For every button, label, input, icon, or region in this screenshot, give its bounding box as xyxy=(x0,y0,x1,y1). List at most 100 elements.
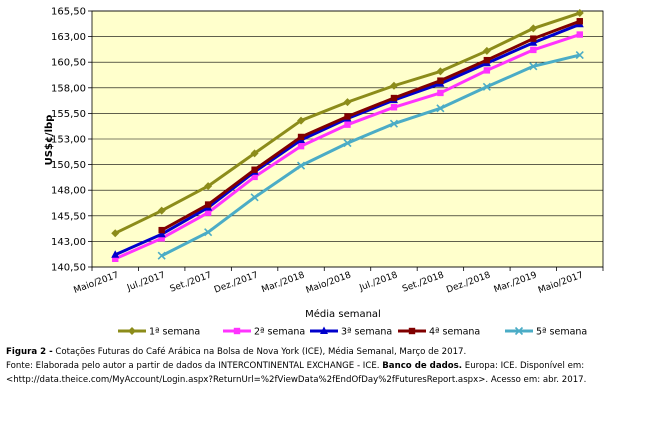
data-point xyxy=(112,255,119,263)
data-point xyxy=(389,81,398,90)
x-axis-label: Média semanal xyxy=(305,308,381,320)
data-point xyxy=(389,119,399,128)
figure-text: Cotações Futuras do Café Arábica na Bols… xyxy=(55,347,467,357)
legend-label: 2ª semana xyxy=(254,327,305,338)
series-layer xyxy=(111,9,584,263)
legend-item: 1ª semana xyxy=(118,327,200,338)
x-tick-label: Maio/2018 xyxy=(305,270,353,296)
legend-label: 4ª semana xyxy=(429,327,480,338)
data-point xyxy=(529,38,538,46)
data-point xyxy=(437,89,444,97)
data-point xyxy=(344,113,351,120)
y-tick-label: 143,00 xyxy=(51,237,86,248)
x-tick-label: Dez./2017 xyxy=(213,270,260,295)
figure-caption: Figura 2 - Cotações Futuras do Café Aráb… xyxy=(6,345,658,359)
data-point xyxy=(343,139,352,148)
data-point xyxy=(437,77,444,84)
x-axis-ticks: Maio/2017 Jul./2017 Set./2017 Dez./2017 Mar.… xyxy=(72,267,604,296)
data-point xyxy=(251,173,258,181)
data-point xyxy=(157,251,166,260)
x-tick-label: Jul./2017 xyxy=(125,270,167,293)
data-point xyxy=(320,326,328,334)
source-label: Fonte: xyxy=(6,361,33,371)
y-tick-label: 153,00 xyxy=(51,135,86,146)
data-point xyxy=(483,56,491,64)
source-note: Fonte: Elaborada pelo autor a partir de … xyxy=(6,359,658,387)
source-text-1: Elaborada pelo autor a partir de dados d… xyxy=(35,361,380,371)
data-point xyxy=(576,31,583,38)
data-point xyxy=(111,250,120,258)
data-point xyxy=(297,142,305,150)
data-point xyxy=(390,94,398,102)
legend-item: 2ª semana xyxy=(223,327,305,338)
legend-label: 1ª semana xyxy=(149,327,200,338)
series-1 xyxy=(111,9,584,238)
data-point xyxy=(436,67,445,76)
x-tick-label: Mar./2018 xyxy=(260,270,306,295)
series-4 xyxy=(158,18,583,234)
x-tick-label: Mar./2019 xyxy=(493,270,539,295)
y-tick-label: 160,50 xyxy=(51,58,86,69)
data-point xyxy=(514,326,524,336)
series-line xyxy=(161,53,581,258)
series-2 xyxy=(112,31,583,263)
data-point xyxy=(408,327,416,335)
data-point xyxy=(158,235,165,242)
data-point xyxy=(157,229,166,238)
y-tick-label: 158,00 xyxy=(51,83,86,94)
series-5 xyxy=(157,50,584,260)
x-tick-label: Maio/2017 xyxy=(72,270,120,296)
data-point xyxy=(204,182,213,191)
data-point xyxy=(529,62,538,71)
y-tick-label: 165,50 xyxy=(51,7,86,18)
gridlines xyxy=(92,10,603,268)
data-point xyxy=(297,133,305,141)
y-axis-label: US$¢/lbp xyxy=(44,115,55,166)
data-point xyxy=(530,35,537,42)
y-tick-label: 148,00 xyxy=(51,186,86,197)
data-point xyxy=(204,201,212,208)
y-tick-label: 140,50 xyxy=(51,263,86,274)
y-tick-label: 155,50 xyxy=(51,109,86,120)
figure-label: Figura 2 - xyxy=(6,347,53,357)
x-tick-label: Set./2018 xyxy=(401,270,446,294)
data-point xyxy=(436,104,445,113)
legend-label: 5ª semana xyxy=(536,327,587,338)
x-tick-label: Maio/2017 xyxy=(537,270,585,296)
data-point xyxy=(128,327,136,335)
data-point xyxy=(343,98,352,107)
y-tick-label: 163,00 xyxy=(51,32,86,43)
x-tick-label: Jul./2018 xyxy=(357,270,399,293)
data-point xyxy=(482,82,491,91)
legend-item: 4ª semana xyxy=(398,327,480,338)
series-line xyxy=(160,19,581,232)
x-tick-label: Set./2017 xyxy=(169,270,213,294)
source-text-2: Europa: ICE. Disponível em: <http://data… xyxy=(6,361,587,385)
data-point xyxy=(483,67,491,74)
data-point xyxy=(204,209,212,216)
legend-item: 5ª semana xyxy=(505,327,587,338)
data-point xyxy=(344,121,351,128)
y-tick-label: 150,50 xyxy=(51,160,86,171)
data-point xyxy=(529,24,538,33)
x-tick-label: Dez./2018 xyxy=(445,270,492,295)
data-point xyxy=(575,50,584,60)
data-point xyxy=(575,9,584,18)
y-tick-label: 145,50 xyxy=(51,211,86,222)
legend-label: 3ª semana xyxy=(341,327,392,338)
y-axis-ticks: 140,50 143,00 145,50 148,00 150,50 153,00 155,… xyxy=(51,7,92,274)
data-point xyxy=(233,327,241,335)
data-point xyxy=(250,149,259,158)
data-point xyxy=(530,46,537,54)
data-point xyxy=(482,46,491,55)
data-point xyxy=(250,193,259,202)
data-point xyxy=(390,104,398,111)
data-point xyxy=(297,116,306,125)
legend: 1ª semana 2ª semana 3ª semana 4ª semana 5ª s… xyxy=(118,326,587,338)
data-point xyxy=(111,229,120,238)
data-point xyxy=(576,18,583,25)
line-chart: 140,50 143,00 145,50 148,00 150,50 153,00 155,… xyxy=(44,7,604,338)
data-point xyxy=(157,206,166,215)
data-point xyxy=(204,228,213,237)
data-point xyxy=(296,161,306,170)
